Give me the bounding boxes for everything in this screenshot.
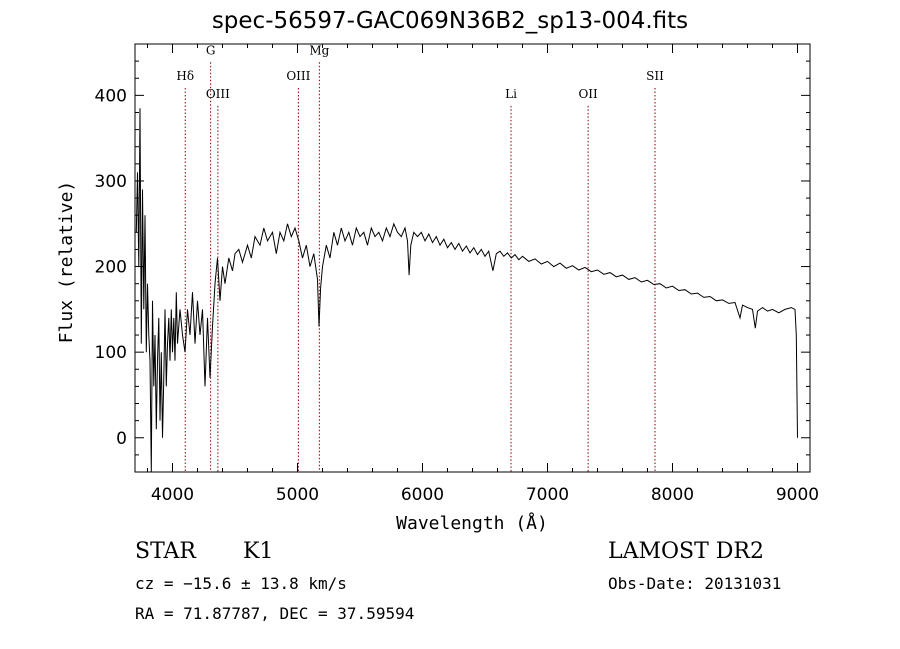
x-tick-label: 9000 [776, 485, 819, 505]
x-tick-label: 5000 [276, 485, 319, 505]
spectral-line-markers: Hδ G OIII OIII Mg Li OII SII [176, 43, 664, 472]
object-class: STAR [135, 539, 196, 564]
line-marker-label: SII [646, 69, 664, 83]
x-tick-label: 6000 [401, 485, 444, 505]
redshift-readout: cz = −15.6 ± 13.8 km/s [135, 574, 347, 593]
spectrum-line [135, 108, 798, 473]
y-tick-label: 100 [95, 343, 127, 363]
x-tick-label: 8000 [651, 485, 694, 505]
plot-frame [134, 43, 811, 473]
line-marker-label: Li [505, 87, 517, 101]
y-tick-label: 400 [95, 86, 127, 106]
survey-name: LAMOST DR2 [608, 539, 764, 564]
observation-date: Obs-Date: 20131031 [608, 574, 782, 593]
y-tick-label: 0 [116, 429, 127, 449]
x-tick-label: 4000 [151, 485, 194, 505]
line-marker-label: Hδ [176, 69, 194, 83]
spectral-subclass: K1 [243, 539, 274, 564]
coordinates-readout: RA = 71.87787, DEC = 37.59594 [135, 604, 415, 623]
x-axis-ticks: 4000 5000 6000 7000 8000 9000 [147, 44, 819, 505]
line-marker-label: OIII [286, 69, 310, 83]
x-axis-label: Wavelength (Å) [396, 512, 548, 534]
chart-title: spec-56597-GAC069N36B2_sp13-004.fits [211, 8, 689, 34]
y-tick-label: 200 [95, 258, 127, 278]
x-tick-label: 7000 [526, 485, 569, 505]
y-axis-label: Flux (relative) [56, 181, 77, 344]
y-tick-label: 300 [95, 172, 127, 192]
y-axis-ticks: 0 100 200 300 400 [95, 60, 810, 456]
line-marker-label: OIII [206, 87, 230, 101]
line-marker-label: OII [578, 87, 598, 101]
line-marker-label: Mg [309, 43, 329, 57]
line-marker-label: G [206, 43, 216, 57]
